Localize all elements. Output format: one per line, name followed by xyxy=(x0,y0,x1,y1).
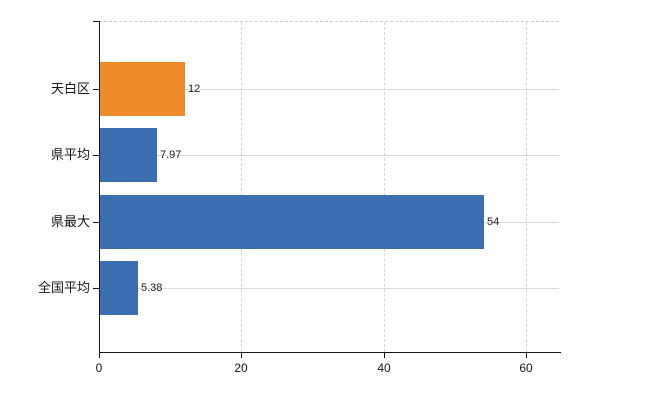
h-gridline-row-0 xyxy=(100,89,559,90)
value-label-県平均: 7.97 xyxy=(160,149,182,161)
x-tick-label-0: 0 xyxy=(95,361,103,375)
x-tick-0 xyxy=(99,352,100,358)
y-axis-end-tick xyxy=(93,21,99,22)
v-gridline-40 xyxy=(384,22,385,352)
v-gridline-20 xyxy=(241,22,242,352)
bar-県最大 xyxy=(100,195,484,249)
value-label-県最大: 54 xyxy=(487,216,500,228)
category-label-全国平均: 全国平均 xyxy=(37,280,90,295)
h-gridline-row-3 xyxy=(100,288,559,289)
x-tick-label-40: 40 xyxy=(377,361,391,375)
bar-全国平均 xyxy=(100,261,138,315)
v-gridline-60 xyxy=(526,22,527,352)
x-tick-60 xyxy=(526,352,527,358)
x-tick-label-20: 20 xyxy=(234,361,248,375)
x-axis xyxy=(99,352,561,353)
category-tick-全国平均 xyxy=(93,288,99,289)
category-label-天白区: 天白区 xyxy=(50,81,90,96)
category-tick-県平均 xyxy=(93,155,99,156)
x-tick-40 xyxy=(384,352,385,358)
category-label-県最大: 県最大 xyxy=(50,214,90,229)
category-tick-県最大 xyxy=(93,222,99,223)
category-label-県平均: 県平均 xyxy=(50,147,90,162)
value-label-全国平均: 5.38 xyxy=(141,282,163,294)
x-tick-20 xyxy=(241,352,242,358)
category-tick-天白区 xyxy=(93,89,99,90)
x-tick-label-60: 60 xyxy=(519,361,533,375)
value-label-天白区: 12 xyxy=(188,83,201,95)
plot-top-border xyxy=(94,21,559,22)
bar-県平均 xyxy=(100,128,157,182)
y-axis xyxy=(99,21,100,358)
bar-天白区 xyxy=(100,62,185,116)
h-gridline-row-1 xyxy=(100,155,559,156)
